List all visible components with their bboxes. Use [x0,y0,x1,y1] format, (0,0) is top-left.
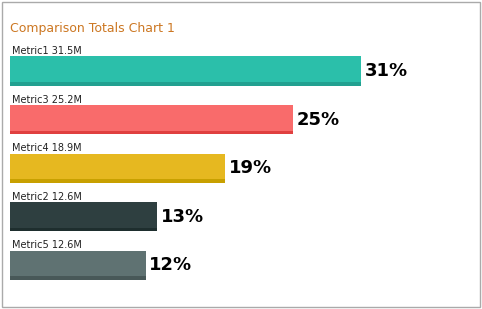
Bar [10,202,157,231]
Bar [10,276,146,280]
Text: Metric1 31.5M: Metric1 31.5M [12,46,81,56]
Bar [10,105,293,134]
Text: 31%: 31% [364,62,408,80]
Bar [10,228,157,231]
Text: 13%: 13% [161,208,203,226]
Text: Metric5 12.6M: Metric5 12.6M [12,240,82,250]
Text: 25%: 25% [296,111,340,129]
Bar [10,131,293,134]
Text: Metric3 25.2M: Metric3 25.2M [12,95,82,104]
Text: Comparison Totals Chart 1: Comparison Totals Chart 1 [10,22,174,35]
Bar [10,179,225,183]
Text: 12%: 12% [149,256,192,274]
Bar [10,154,225,183]
Text: 19%: 19% [228,159,272,177]
Bar [10,82,361,86]
Bar [10,251,146,280]
Bar [10,57,361,86]
Text: Metric2 12.6M: Metric2 12.6M [12,192,82,201]
Text: Metric4 18.9M: Metric4 18.9M [12,143,81,153]
